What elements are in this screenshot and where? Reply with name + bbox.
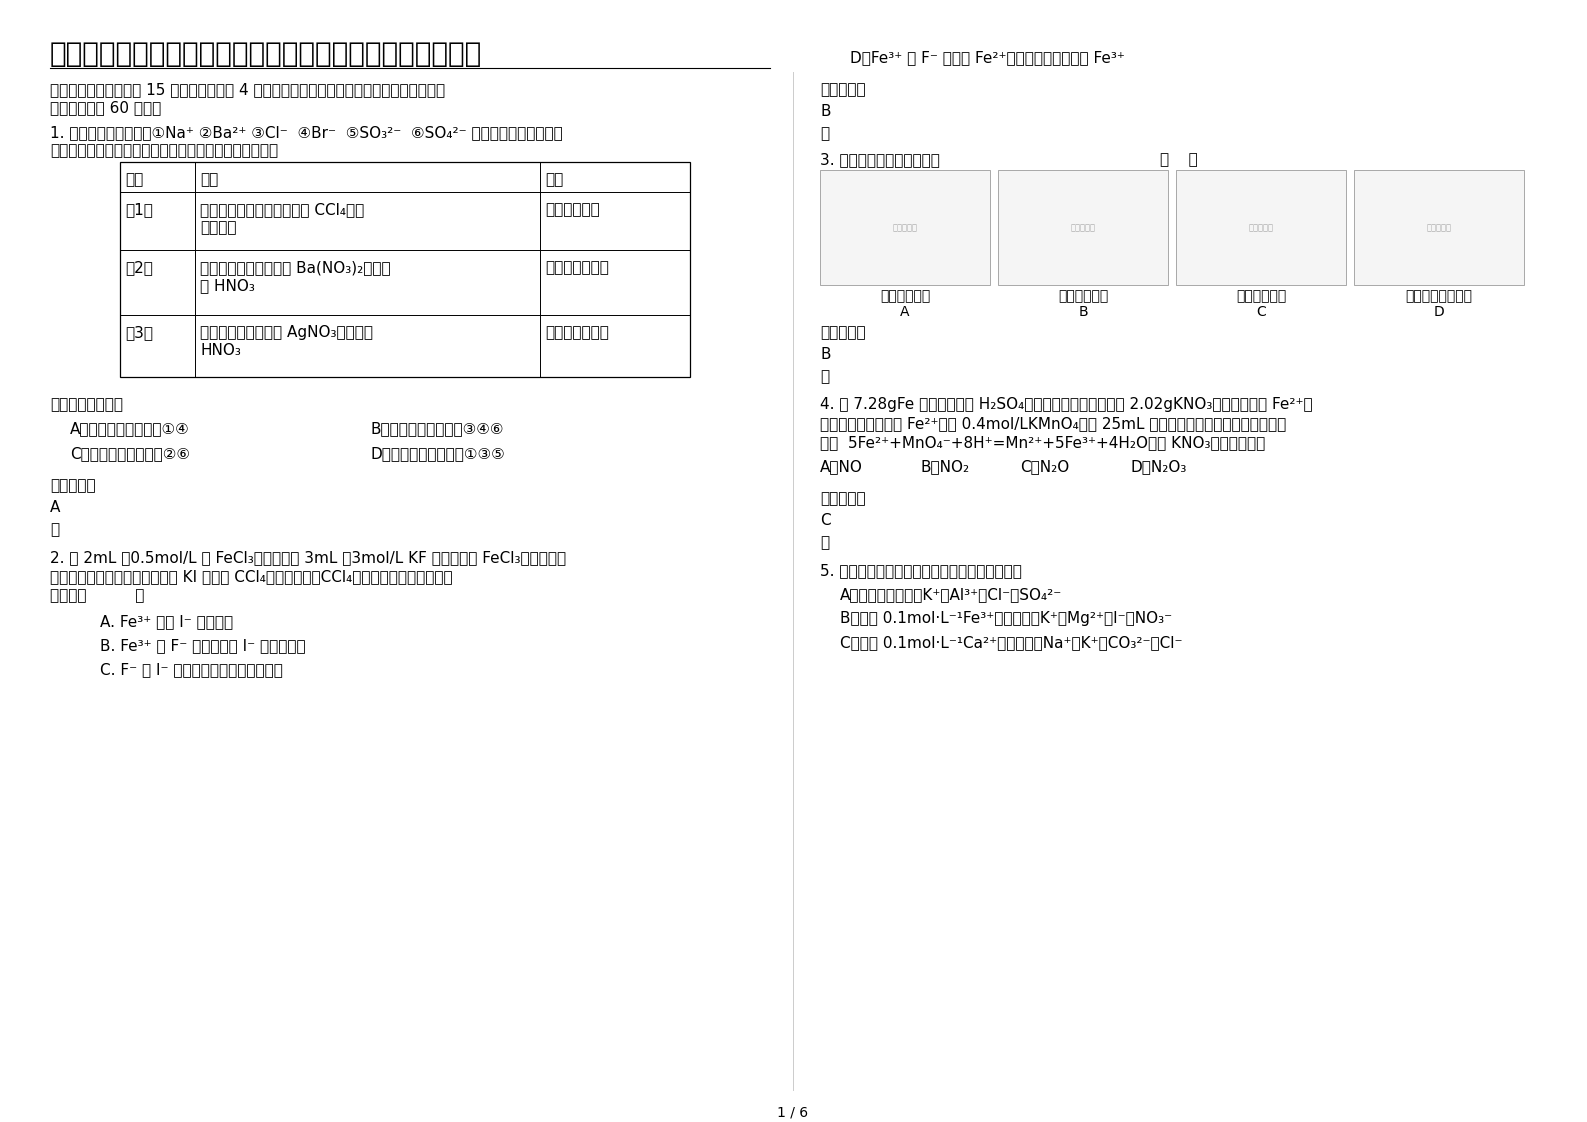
Text: 分液，向水溶液中加入 Ba(NO₃)₂溶液和: 分液，向水溶液中加入 Ba(NO₃)₂溶液和 bbox=[200, 260, 390, 275]
Text: A．NO: A．NO bbox=[820, 459, 863, 473]
Text: 操作: 操作 bbox=[200, 172, 219, 187]
Text: 〔装置图〕: 〔装置图〕 bbox=[1249, 223, 1273, 232]
Text: A. Fe³⁺ 不与 I⁻ 发生反应: A. Fe³⁺ 不与 I⁻ 发生反应 bbox=[100, 614, 233, 629]
Text: D．不能确定的离子是①③⑤: D．不能确定的离子是①③⑤ bbox=[370, 447, 505, 461]
Text: 实验室制乙烯: 实验室制乙烯 bbox=[879, 289, 930, 303]
Text: A．肯定含有的离子是①④: A．肯定含有的离子是①④ bbox=[70, 421, 190, 436]
Text: 稀 HNO₃: 稀 HNO₃ bbox=[200, 278, 256, 293]
Text: 为：  5Fe²⁺+MnO₄⁻+8H⁺=Mn²⁺+5Fe³⁺+4H₂O。则 KNO₃的还原产物是: 为： 5Fe²⁺+MnO₄⁻+8H⁺=Mn²⁺+5Fe³⁺+4H₂O。则 KNO… bbox=[820, 435, 1265, 450]
Text: 〔装置图〕: 〔装置图〕 bbox=[892, 223, 917, 232]
Text: C: C bbox=[820, 513, 830, 528]
Text: B. Fe³⁺ 与 F⁻ 结合成不与 I⁻ 反应的物质: B. Fe³⁺ 与 F⁻ 结合成不与 I⁻ 反应的物质 bbox=[100, 638, 306, 653]
Text: 过滤，向滤液中加入 AgNO₃溶液和稀: 过滤，向滤液中加入 AgNO₃溶液和稀 bbox=[200, 325, 373, 340]
Text: 略: 略 bbox=[51, 522, 59, 537]
Text: 参考答案：: 参考答案： bbox=[820, 82, 865, 96]
Text: 3. 下列实验装置图正确的是: 3. 下列实验装置图正确的是 bbox=[820, 151, 940, 167]
Text: 色，向褪色后的溶液中继续加入 KI 溶液和 CCl₄振荡后静置，CCl₄层不显色，则下列说法正: 色，向褪色后的溶液中继续加入 KI 溶液和 CCl₄振荡后静置，CCl₄层不显色… bbox=[51, 569, 452, 583]
Text: （2）: （2） bbox=[125, 260, 152, 275]
Text: 5. 在下列各溶液中，离子一定能大量共存的是：: 5. 在下列各溶液中，离子一定能大量共存的是： bbox=[820, 563, 1022, 578]
Text: 下列结论正确的是: 下列结论正确的是 bbox=[51, 397, 124, 412]
Text: 下列实验，且每步所加试剂均过量，观察到的现象如下：: 下列实验，且每步所加试剂均过量，观察到的现象如下： bbox=[51, 142, 278, 158]
Text: C. F⁻ 使 I⁻ 的还原性减弱，因而不反应: C. F⁻ 使 I⁻ 的还原性减弱，因而不反应 bbox=[100, 662, 282, 677]
Text: 略: 略 bbox=[820, 369, 828, 384]
Text: 下层呈橙红色: 下层呈橙红色 bbox=[544, 202, 600, 217]
Text: 现象: 现象 bbox=[544, 172, 563, 187]
Text: B．含有 0.1mol·L⁻¹Fe³⁺的溶液中：K⁺、Mg²⁺、I⁻、NO₃⁻: B．含有 0.1mol·L⁻¹Fe³⁺的溶液中：K⁺、Mg²⁺、I⁻、NO₃⁻ bbox=[840, 611, 1173, 626]
Text: 〔装置图〕: 〔装置图〕 bbox=[1071, 223, 1095, 232]
Text: HNO₃: HNO₃ bbox=[200, 343, 241, 358]
Text: C．含有 0.1mol·L⁻¹Ca²⁺的溶液中：Na⁺、K⁺、CO₃²⁻、Cl⁻: C．含有 0.1mol·L⁻¹Ca²⁺的溶液中：Na⁺、K⁺、CO₃²⁻、Cl⁻ bbox=[840, 635, 1182, 650]
Text: B: B bbox=[820, 104, 830, 119]
Bar bbox=[1354, 171, 1524, 285]
Text: 题目要求，共 60 分。）: 题目要求，共 60 分。） bbox=[51, 100, 162, 114]
Text: 参考答案：: 参考答案： bbox=[820, 325, 865, 340]
Text: B: B bbox=[1078, 305, 1087, 319]
Text: A: A bbox=[51, 500, 60, 515]
Text: 确的是（          ）: 确的是（ ） bbox=[51, 588, 144, 603]
Text: 4. 将 7.28gFe 溶于过量的稀 H₂SO₄中，在加热的条件下，用 2.02gKNO₃去氧化溶液中 Fe²⁺，: 4. 将 7.28gFe 溶于过量的稀 H₂SO₄中，在加热的条件下，用 2.0… bbox=[820, 397, 1312, 412]
Text: D: D bbox=[1433, 305, 1444, 319]
Text: A: A bbox=[900, 305, 909, 319]
Text: C: C bbox=[1257, 305, 1266, 319]
Text: 有白色沉淀产生: 有白色沉淀产生 bbox=[544, 260, 609, 275]
Text: 向溶液中滴加氯水，再加入 CCl₄，振: 向溶液中滴加氯水，再加入 CCl₄，振 bbox=[200, 202, 365, 217]
Text: 参考答案：: 参考答案： bbox=[51, 478, 95, 493]
Text: B．NO₂: B．NO₂ bbox=[920, 459, 970, 473]
Text: 荡、静置: 荡、静置 bbox=[200, 220, 236, 234]
Text: （3）: （3） bbox=[125, 325, 152, 340]
Text: B．肯定含有的离子是③④⑥: B．肯定含有的离子是③④⑥ bbox=[370, 421, 503, 436]
Text: 2. 向 2mL 、0.5mol/L 的 FeCl₃溶液中加入 3mL 、3mol/L KF 溶液，结果 FeCl₃溶液褪成无: 2. 向 2mL 、0.5mol/L 的 FeCl₃溶液中加入 3mL 、3mo… bbox=[51, 550, 567, 565]
Text: 待反应完全后，剩余 Fe²⁺还需 0.4mol/LKMnO₄溶液 25mL 才能完全氧化，已知其反应方程式: 待反应完全后，剩余 Fe²⁺还需 0.4mol/LKMnO₄溶液 25mL 才能… bbox=[820, 416, 1285, 431]
Bar bbox=[1176, 171, 1346, 285]
Text: C．N₂O: C．N₂O bbox=[1020, 459, 1070, 473]
Text: （    ）: （ ） bbox=[1160, 151, 1198, 167]
Text: 河北省张家口市河子西中学高三化学下学期期末试卷含解析: 河北省张家口市河子西中学高三化学下学期期末试卷含解析 bbox=[51, 40, 482, 68]
Text: 实验室制氯气: 实验室制氯气 bbox=[1236, 289, 1285, 303]
Text: 一、单选题（本大题共 15 个小题，每小题 4 分。在每小题给出的四个选项中，只有一项符合: 一、单选题（本大题共 15 个小题，每小题 4 分。在每小题给出的四个选项中，只… bbox=[51, 82, 444, 96]
Text: 略: 略 bbox=[820, 535, 828, 550]
Text: D．N₂O₃: D．N₂O₃ bbox=[1130, 459, 1187, 473]
Bar bbox=[820, 171, 990, 285]
Text: 1 / 6: 1 / 6 bbox=[778, 1105, 808, 1119]
Bar bbox=[121, 162, 690, 377]
Text: 〔装置图〕: 〔装置图〕 bbox=[1427, 223, 1452, 232]
Text: D．Fe³⁺ 被 F⁻ 还原为 Fe²⁺，使溶液中不再存在 Fe³⁺: D．Fe³⁺ 被 F⁻ 还原为 Fe²⁺，使溶液中不再存在 Fe³⁺ bbox=[851, 50, 1125, 65]
Text: 实验室制氨气: 实验室制氨气 bbox=[1059, 289, 1108, 303]
Text: C．肯定没有的离子是②⑥: C．肯定没有的离子是②⑥ bbox=[70, 447, 190, 461]
Text: 参考答案：: 参考答案： bbox=[820, 491, 865, 506]
Text: 1. 某无色溶液可能含有①Na⁺ ②Ba²⁺ ③Cl⁻  ④Br⁻  ⑤SO₃²⁻  ⑥SO₄²⁻ 中的若干种，依次进行: 1. 某无色溶液可能含有①Na⁺ ②Ba²⁺ ③Cl⁻ ④Br⁻ ⑤SO₃²⁻ … bbox=[51, 125, 563, 140]
Bar bbox=[998, 171, 1168, 285]
Text: 有白色沉淀产生: 有白色沉淀产生 bbox=[544, 325, 609, 340]
Text: 实验室制乙酸乙酯: 实验室制乙酸乙酯 bbox=[1406, 289, 1473, 303]
Text: B: B bbox=[820, 347, 830, 362]
Text: A．强碱性溶液中：K⁺、Al³⁺、Cl⁻、SO₄²⁻: A．强碱性溶液中：K⁺、Al³⁺、Cl⁻、SO₄²⁻ bbox=[840, 587, 1062, 603]
Text: 步骤: 步骤 bbox=[125, 172, 143, 187]
Text: 略: 略 bbox=[820, 126, 828, 141]
Text: （1）: （1） bbox=[125, 202, 152, 217]
